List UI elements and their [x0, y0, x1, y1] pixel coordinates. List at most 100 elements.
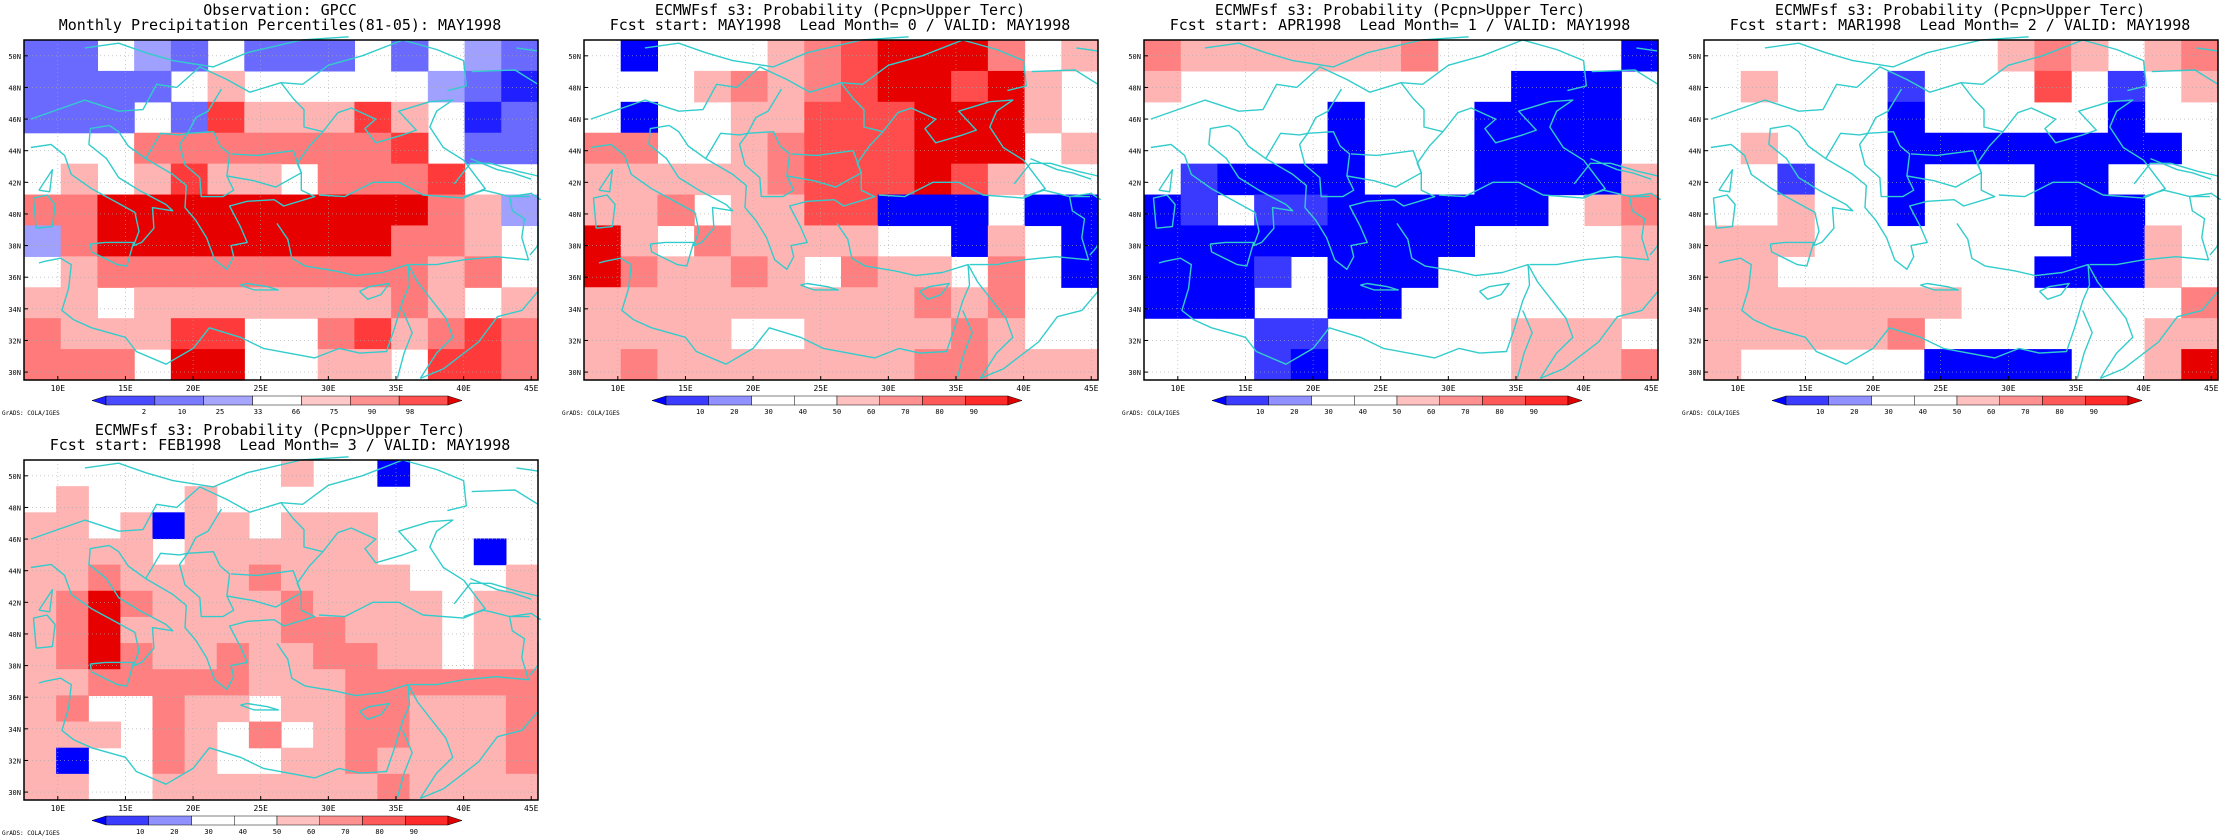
- coastline: [84, 456, 349, 488]
- grid-cell: [767, 225, 805, 257]
- y-tick-label: 44N: [568, 148, 581, 156]
- grid-cell: [694, 225, 732, 257]
- grid-cell: [248, 669, 282, 696]
- y-tick-label: 48N: [1688, 84, 1701, 92]
- grid-cell: [1254, 256, 1292, 288]
- grid-cell: [657, 256, 695, 288]
- grid-cell: [441, 747, 475, 775]
- grid-cell: [2144, 40, 2182, 72]
- grid-cell: [345, 512, 378, 540]
- coastline: [145, 508, 223, 579]
- grid-cell: [1254, 349, 1292, 381]
- y-tick-label: 38N: [8, 243, 21, 251]
- x-tick-label: 10E: [51, 804, 66, 813]
- grid-cell: [505, 564, 539, 592]
- grid-cell: [97, 256, 135, 288]
- y-tick-label: 44N: [8, 568, 21, 576]
- coastline: [84, 36, 349, 68]
- grid-cell: [24, 512, 57, 540]
- grid-cell: [391, 101, 429, 134]
- grid-cell: [1924, 287, 1962, 319]
- coastline: [420, 290, 539, 380]
- panel-lead-3: ECMWFsf s3: Probability (Pcpn>Upper Terc…: [0, 420, 560, 840]
- grid-cell: [730, 194, 769, 227]
- grid-cell: [391, 194, 429, 227]
- grid-cell: [24, 538, 57, 566]
- grid-cell: [1327, 256, 1365, 288]
- coastline: [396, 730, 413, 799]
- grid-cell: [1887, 194, 1925, 227]
- colorbar-label: 10: [1256, 408, 1264, 416]
- grid-cell: [914, 132, 952, 165]
- coastline: [1764, 36, 2029, 68]
- x-tick-label: 25E: [253, 384, 268, 393]
- grid-cell: [464, 225, 502, 257]
- grid-cell: [694, 70, 732, 103]
- grid-cell: [877, 101, 916, 134]
- grid-cell: [464, 70, 502, 103]
- grid-cell: [951, 287, 989, 319]
- colorbar-swatch: [1211, 395, 1227, 406]
- grid-cell: [1887, 101, 1925, 134]
- grid-cell: [841, 287, 879, 319]
- grid-cell: [473, 773, 507, 801]
- colorbar-swatch: [965, 395, 1009, 406]
- grid-cell: [24, 70, 62, 103]
- grid-cell: [207, 132, 245, 165]
- grid-cell: [1621, 40, 1659, 72]
- grid-cell: [313, 773, 346, 801]
- coastline: [240, 702, 279, 711]
- grid-cell: [694, 318, 732, 350]
- grid-cell: [1217, 287, 1255, 319]
- y-tick-label: 50N: [1128, 53, 1141, 61]
- colorbar-swatch: [1439, 395, 1483, 406]
- y-tick-label: 34N: [1688, 306, 1701, 314]
- grid-cell: [152, 590, 186, 618]
- coastline: [516, 467, 539, 472]
- grid-cell: [951, 318, 989, 350]
- grid-cell: [501, 349, 539, 381]
- grid-cell: [1327, 194, 1365, 227]
- grid-cell: [24, 747, 57, 775]
- grid-cell: [2107, 70, 2146, 103]
- grid-cell: [987, 225, 1026, 257]
- grid-cell: [377, 669, 411, 696]
- grid-cell: [501, 194, 539, 227]
- y-tick-label: 46N: [8, 536, 21, 544]
- x-tick-label: 40E: [456, 804, 471, 813]
- coastline: [2143, 189, 2210, 198]
- grid-cell: [2034, 70, 2072, 103]
- grid-cell: [987, 40, 1026, 72]
- grid-cell: [1180, 194, 1219, 227]
- colorbar-swatch: [1914, 395, 1958, 406]
- grid-cell: [1364, 40, 1402, 72]
- panel-title: ECMWFsf s3: Probability (Pcpn>Upper Terc…: [1774, 1, 2146, 19]
- grid-cell: [1254, 318, 1292, 350]
- coastline: [108, 519, 486, 690]
- grid-cell: [24, 101, 62, 134]
- y-tick-label: 36N: [1128, 274, 1141, 282]
- coastline: [1788, 99, 2166, 270]
- grid-cell: [409, 721, 443, 749]
- grid-cell: [281, 194, 319, 227]
- grid-cell: [281, 747, 314, 775]
- grid-cell: [24, 695, 57, 723]
- coastline: [786, 150, 862, 188]
- grid-cell: [1511, 70, 1549, 103]
- colorbar-label: 90: [1530, 408, 1538, 416]
- colorbar-label: 75: [330, 408, 338, 416]
- grid-cell: [427, 256, 466, 288]
- colorbar-label: 70: [901, 408, 909, 416]
- coastline: [598, 169, 614, 193]
- coastline: [1360, 282, 1399, 291]
- coastline: [1769, 241, 1815, 267]
- colorbar-label: 10: [178, 408, 186, 416]
- colorbar-swatch: [1999, 395, 2043, 406]
- grid-cell: [345, 538, 378, 566]
- coastline: [108, 99, 486, 270]
- grid-cell: [914, 349, 952, 381]
- y-tick-label: 32N: [8, 337, 21, 345]
- grid-cell: [391, 225, 429, 257]
- grid-cell: [207, 163, 245, 196]
- colorbar-swatch: [1785, 395, 1829, 406]
